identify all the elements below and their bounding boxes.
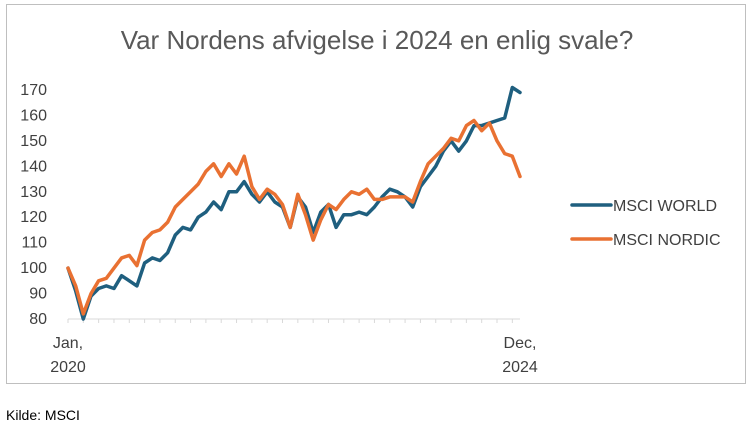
y-tick-label: 120 (20, 209, 47, 226)
y-tick-label: 140 (20, 158, 47, 175)
chart-title: Var Nordens afvigelse i 2024 en enlig sv… (120, 25, 634, 55)
legend-label: MSCI NORDIC (613, 232, 721, 249)
y-tick-label: 170 (20, 82, 47, 99)
y-tick-label: 90 (29, 286, 47, 303)
y-tick-label: 160 (20, 107, 47, 124)
y-tick-label: 100 (20, 260, 47, 277)
x-tick-label-start: Jan, (53, 335, 83, 352)
y-tick-label: 110 (21, 235, 47, 252)
y-tick-label: 80 (29, 311, 47, 328)
y-tick-label: 150 (20, 133, 47, 150)
legend-label: MSCI WORLD (613, 198, 717, 215)
x-tick-label-end: Dec, (504, 335, 537, 352)
chart-frame: Var Nordens afvigelse i 2024 en enlig sv… (6, 4, 746, 384)
chart-plot: 80 90 100 110 120 130 140 150 160 170 Jan, 2020 Dec,… (20, 82, 721, 376)
series-line-msci-nordic (66, 118, 522, 316)
x-tick-label-end: 2024 (502, 359, 538, 376)
source-note: Kilde: MSCI (6, 407, 80, 423)
x-tick-label-start: 2020 (50, 359, 86, 376)
y-tick-label: 130 (20, 184, 47, 201)
